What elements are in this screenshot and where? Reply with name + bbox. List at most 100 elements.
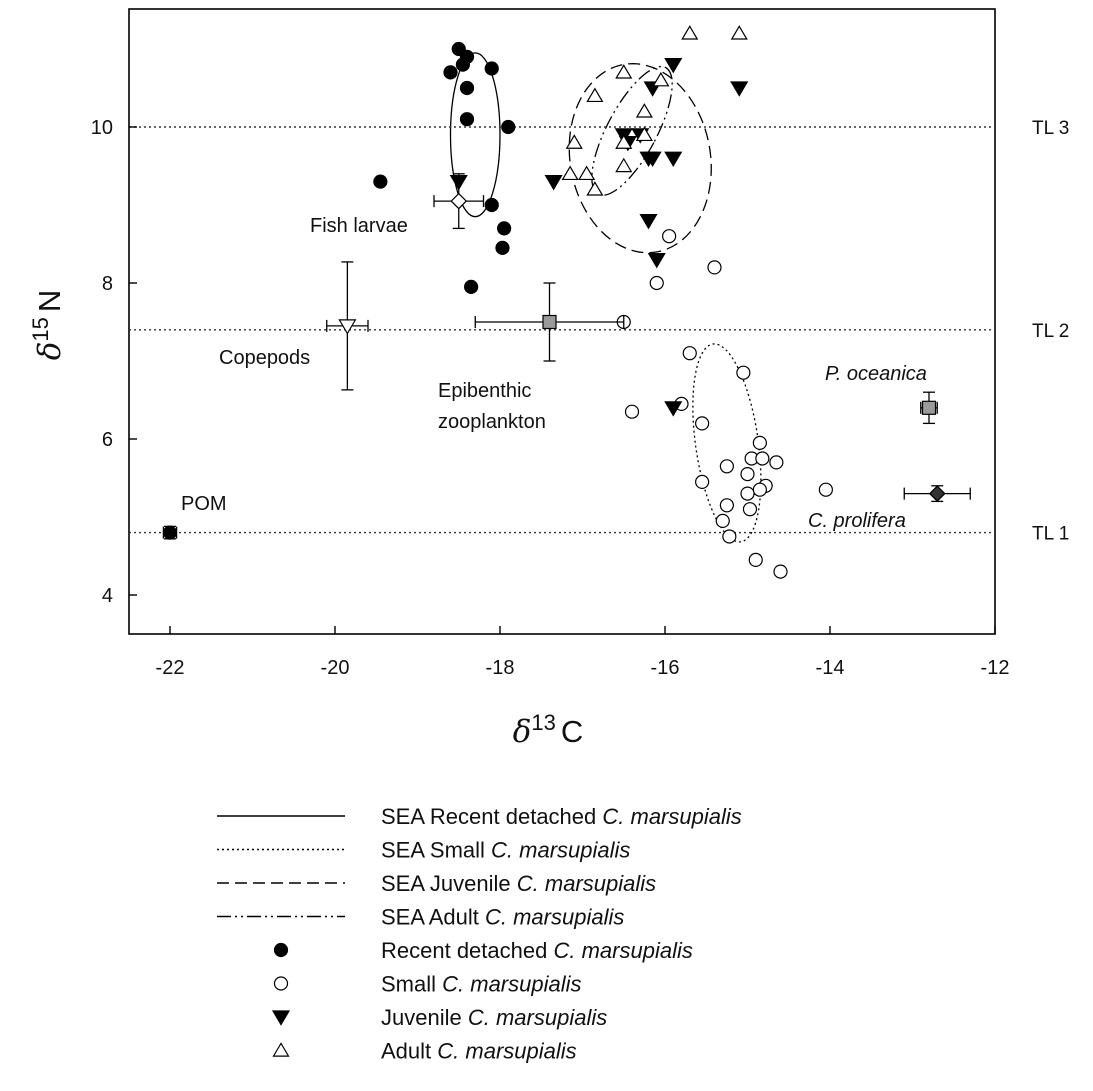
point-filled-circle <box>484 197 499 213</box>
point-open-circle <box>719 498 734 513</box>
y-tick-label: 4 <box>102 585 113 607</box>
point-open-circle <box>742 502 758 517</box>
x-tick-label: -20 <box>321 657 350 679</box>
reference-marker <box>338 319 357 335</box>
point-open-circle <box>695 474 710 489</box>
legend-label: Juvenile C. marsupialis <box>381 1005 607 1030</box>
reference-label: Epibenthic zooplankton <box>438 380 546 433</box>
y-tick-label: 8 <box>102 273 113 295</box>
reference-label: P. oceanica <box>825 363 927 385</box>
point-filled-triangle-down <box>544 175 563 191</box>
point-filled-circle <box>495 240 510 255</box>
point-open-triangle-up <box>681 25 699 40</box>
point-filled-circle <box>497 221 512 236</box>
point-open-triangle-up <box>652 71 670 87</box>
point-open-circle <box>682 346 697 361</box>
legend-label: Adult C. marsupialis <box>381 1039 577 1064</box>
x-axis-superscript: 13 <box>531 710 555 735</box>
reference-label: Fish larvae <box>310 215 408 237</box>
x-tick-label: -18 <box>486 657 515 679</box>
point-open-triangle-up <box>635 126 653 142</box>
legend-marker-filled-circle <box>273 942 289 958</box>
point-open-circle <box>818 482 833 497</box>
point-open-circle <box>722 529 737 544</box>
reference-marker <box>162 525 178 540</box>
y-axis-base: N <box>32 290 67 312</box>
legend: SEA Recent detached C. marsupialis SEA Sm… <box>217 804 742 1064</box>
legend-label: Recent detached C. marsupialis <box>381 938 693 963</box>
point-open-circle <box>752 482 767 497</box>
y-tick-label: 6 <box>102 429 113 451</box>
point-filled-triangle-down <box>730 81 749 97</box>
point-open-circle <box>740 467 755 482</box>
point-open-circle <box>707 260 722 275</box>
legend-label: SEA Recent detached C. marsupialis <box>381 804 742 829</box>
point-filled-circle <box>501 119 516 135</box>
legend-marker-open-triangle-up <box>272 1042 290 1057</box>
trophic-level-lines: TL 3 TL 2 TL 1 <box>129 118 1069 545</box>
legend-label: Small C. marsupialis <box>381 972 582 997</box>
legend-marker-filled-triangle-down <box>271 1010 291 1026</box>
y-axis-superscript: 15 <box>28 317 53 341</box>
point-filled-circle <box>484 61 499 76</box>
point-filled-triangle-down <box>664 151 683 167</box>
point-open-triangle-up <box>586 87 604 103</box>
y-axis-title: δ15 N <box>28 290 68 361</box>
legend-label: SEA Juvenile C. marsupialis <box>381 871 656 896</box>
data-points <box>373 25 833 579</box>
point-open-circle <box>769 455 784 470</box>
point-open-circle <box>715 513 730 529</box>
legend-label: SEA Adult C. marsupialis <box>381 905 624 930</box>
point-open-circle <box>662 229 677 244</box>
x-tick-label: -12 <box>981 657 1010 679</box>
point-open-triangle-up <box>730 25 748 40</box>
reference-points: Fish larvae Copepods Epibenthic zooplankton… <box>162 173 971 540</box>
point-open-circle <box>755 451 770 466</box>
point-open-circle <box>719 459 734 474</box>
point-open-circle <box>740 486 755 501</box>
y-axis-symbol: δ <box>32 342 68 361</box>
reference-marker <box>921 400 937 415</box>
reference-marker <box>450 192 468 210</box>
point-open-triangle-up <box>586 181 604 196</box>
x-axis-base: C <box>561 714 583 749</box>
reference-label: POM <box>181 493 227 515</box>
point-open-triangle-up <box>635 103 653 118</box>
point-filled-triangle-down <box>664 401 683 417</box>
point-filled-circle <box>373 174 388 189</box>
sea-ellipse-dashed <box>568 63 712 254</box>
point-open-circle <box>649 275 664 291</box>
point-open-triangle-up <box>561 165 579 181</box>
trophic-level-label: TL 3 <box>1032 118 1069 139</box>
reference-marker <box>928 485 946 502</box>
x-tick-label: -14 <box>816 657 845 679</box>
trophic-level-label: TL 1 <box>1032 524 1069 545</box>
point-filled-triangle-down <box>647 253 666 269</box>
y-tick-label: 10 <box>91 117 113 139</box>
axis-ticks: -22 -20 -18 -16 -14 -12 4 6 8 10 <box>91 117 1010 679</box>
point-filled-triangle-down <box>639 214 658 230</box>
x-axis-symbol: δ <box>513 714 532 750</box>
legend-marker-open-circle <box>273 976 289 991</box>
reference-marker <box>542 314 557 330</box>
point-filled-triangle-down <box>664 57 683 74</box>
point-open-circle <box>736 365 751 380</box>
point-filled-circle <box>464 279 479 294</box>
point-filled-circle <box>443 65 458 80</box>
x-axis-title: δ13 C <box>513 710 584 750</box>
point-open-circle <box>624 404 640 419</box>
legend-label: SEA Small C. marsupialis <box>381 838 630 863</box>
x-tick-label: -22 <box>156 657 185 679</box>
point-filled-circle <box>459 80 475 96</box>
x-tick-label: -16 <box>651 657 680 679</box>
point-open-circle <box>752 435 767 450</box>
reference-label: Copepods <box>219 347 310 369</box>
point-filled-triangle-down <box>643 151 662 167</box>
point-open-triangle-up <box>615 64 633 79</box>
point-filled-circle <box>455 57 470 72</box>
point-open-circle <box>695 416 710 431</box>
point-open-circle <box>773 564 788 579</box>
point-open-circle <box>748 552 763 568</box>
trophic-level-label: TL 2 <box>1032 321 1069 342</box>
